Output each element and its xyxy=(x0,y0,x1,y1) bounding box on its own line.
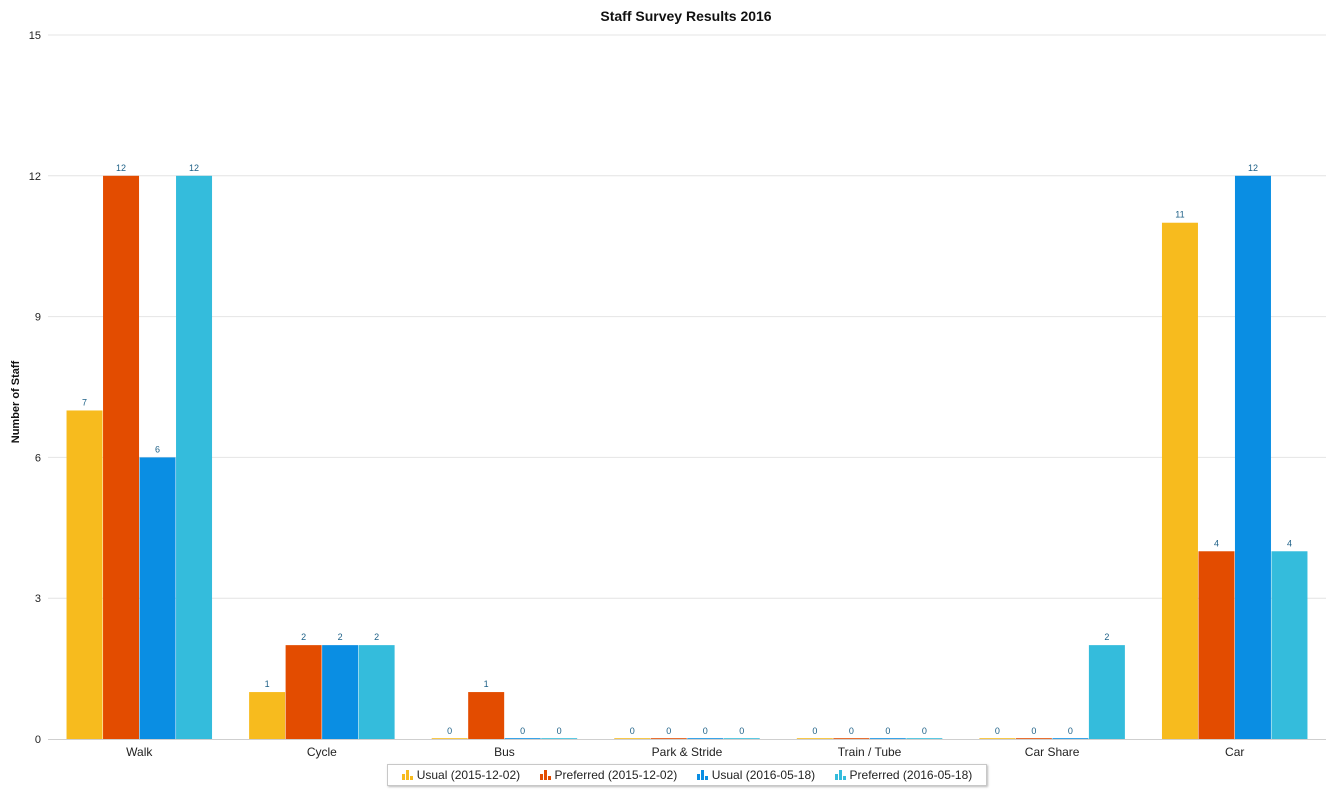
bar xyxy=(1161,222,1198,739)
legend-item-preferred-2015[interactable]: Preferred (2015-12-02) xyxy=(539,768,678,782)
x-tick-label: Train / Tube xyxy=(838,745,902,759)
bar xyxy=(66,410,103,739)
y-tick-label: 12 xyxy=(29,171,41,183)
bar xyxy=(322,645,359,739)
bar xyxy=(979,738,1016,739)
data-label: 0 xyxy=(812,726,817,736)
legend-item-usual-2016[interactable]: Usual (2016-05-18) xyxy=(696,768,816,782)
bar-chart-icon xyxy=(834,770,846,780)
bar xyxy=(1052,738,1089,739)
y-tick-label: 6 xyxy=(35,452,41,464)
data-label: 6 xyxy=(155,444,160,454)
x-tick-label: Car Share xyxy=(1025,745,1080,759)
legend-item-usual-2015[interactable]: Usual (2015-12-02) xyxy=(401,768,521,782)
bar-chart-icon xyxy=(696,770,708,780)
data-label: 0 xyxy=(1068,726,1073,736)
x-tick-label: Car xyxy=(1225,745,1244,759)
bar xyxy=(176,175,213,740)
bar xyxy=(504,738,541,739)
data-label: 12 xyxy=(1248,163,1258,173)
data-label: 4 xyxy=(1287,538,1292,548)
data-label: 0 xyxy=(849,726,854,736)
data-label: 0 xyxy=(995,726,1000,736)
data-label: 0 xyxy=(739,726,744,736)
bar xyxy=(1271,551,1308,739)
bar xyxy=(796,738,833,739)
data-label: 0 xyxy=(922,726,927,736)
y-tick-label: 0 xyxy=(35,734,41,746)
x-tick-label: Walk xyxy=(126,745,153,759)
x-tick-label: Park & Stride xyxy=(652,745,723,759)
data-label: 0 xyxy=(703,726,708,736)
bar xyxy=(103,175,140,740)
data-label: 2 xyxy=(1104,632,1109,642)
bar-chart-icon xyxy=(539,770,551,780)
bar xyxy=(1015,738,1052,739)
data-label: 4 xyxy=(1214,538,1219,548)
bar xyxy=(139,457,176,739)
bar xyxy=(687,738,724,739)
bar xyxy=(869,738,906,739)
bar xyxy=(1088,645,1125,739)
data-label: 0 xyxy=(1031,726,1036,736)
bar xyxy=(833,738,870,739)
data-label: 2 xyxy=(301,632,306,642)
legend-label: Usual (2015-12-02) xyxy=(416,768,521,782)
data-label: 0 xyxy=(630,726,635,736)
bar xyxy=(285,645,322,739)
data-label: 1 xyxy=(484,679,489,689)
x-tick-label: Cycle xyxy=(307,745,337,759)
legend-label: Preferred (2015-12-02) xyxy=(554,768,678,782)
data-label: 0 xyxy=(557,726,562,736)
y-tick-label: 15 xyxy=(29,30,41,42)
y-tick-label: 9 xyxy=(35,312,41,324)
bar-chart-icon xyxy=(401,770,413,780)
bar xyxy=(249,692,286,739)
data-label: 0 xyxy=(885,726,890,736)
bar xyxy=(358,645,395,739)
legend-label: Usual (2016-05-18) xyxy=(711,768,816,782)
bar xyxy=(650,738,687,739)
x-tick-label: Bus xyxy=(494,745,515,759)
bar xyxy=(1198,551,1235,739)
chart-title: Staff Survey Results 2016 xyxy=(600,8,772,24)
bar xyxy=(1234,175,1271,740)
data-label: 1 xyxy=(265,679,270,689)
legend-item-preferred-2016[interactable]: Preferred (2016-05-18) xyxy=(834,768,973,782)
bar xyxy=(906,738,943,739)
legend: Usual (2015-12-02) Preferred (2015-12-02… xyxy=(387,764,987,786)
data-label: 0 xyxy=(666,726,671,736)
data-label: 7 xyxy=(82,397,87,407)
data-label: 11 xyxy=(1175,210,1184,220)
y-tick-label: 3 xyxy=(35,593,41,605)
data-label: 2 xyxy=(374,632,379,642)
bar xyxy=(541,738,578,739)
data-label: 0 xyxy=(447,726,452,736)
legend-label: Preferred (2016-05-18) xyxy=(849,768,973,782)
bar xyxy=(468,692,505,739)
bar xyxy=(614,738,651,739)
data-label: 0 xyxy=(520,726,525,736)
data-label: 12 xyxy=(189,163,199,173)
data-label: 2 xyxy=(338,632,343,642)
data-label: 12 xyxy=(116,163,126,173)
bar xyxy=(723,738,760,739)
bar xyxy=(431,738,468,739)
